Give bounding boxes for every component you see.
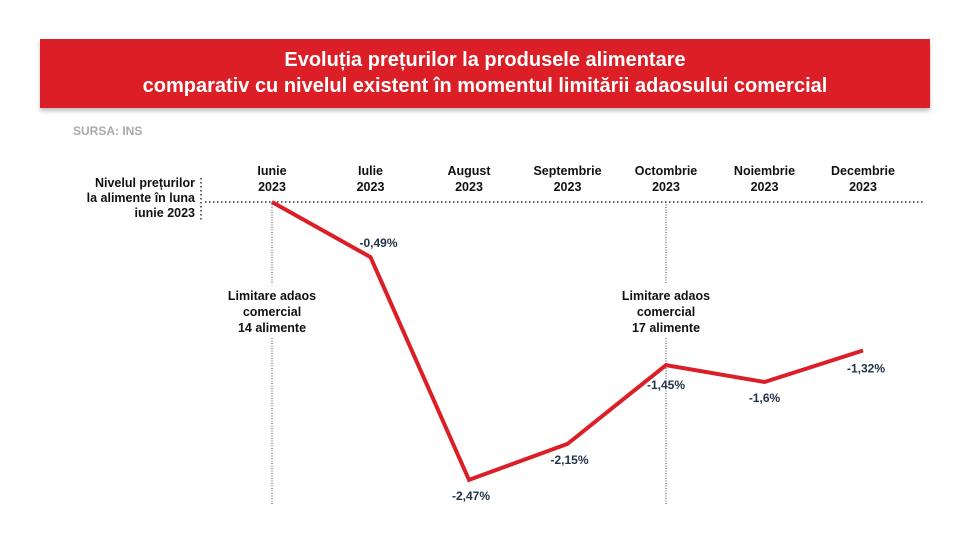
annotation-label: comercial — [243, 305, 301, 319]
x-tick-label: Decembrie — [831, 164, 895, 178]
data-label: -1,6% — [749, 391, 781, 405]
x-tick-label: 2023 — [554, 180, 582, 194]
baseline-label-line: la alimente în luna — [87, 191, 196, 205]
annotation-label: Limitare adaos — [228, 289, 316, 303]
x-tick-label: 2023 — [357, 180, 385, 194]
x-tick-label: Iulie — [358, 164, 383, 178]
chart-title: Evoluția prețurilor la produsele aliment… — [40, 39, 930, 108]
annotation-label: 17 alimente — [632, 321, 700, 335]
annotation-label: comercial — [637, 305, 695, 319]
x-tick-label: Octombrie — [635, 164, 698, 178]
baseline-label-line: Nivelul prețurilor — [95, 176, 195, 190]
x-tick-label: Septembrie — [533, 164, 601, 178]
baseline-label-line: iunie 2023 — [135, 206, 195, 220]
data-label: -2,47% — [452, 489, 490, 503]
x-tick-label: 2023 — [455, 180, 483, 194]
data-label: -1,45% — [647, 378, 685, 392]
chart-title-line-2: comparativ cu nivelul existent în moment… — [142, 75, 828, 97]
x-tick-label: 2023 — [849, 180, 877, 194]
annotation-label: 14 alimente — [238, 321, 306, 335]
x-tick-label: 2023 — [652, 180, 680, 194]
x-tick-label: Iunie — [257, 164, 286, 178]
x-tick-label: August — [447, 164, 491, 178]
data-label: -1,32% — [847, 362, 885, 376]
annotation-label: Limitare adaos — [622, 289, 710, 303]
data-label: -2,15% — [550, 453, 588, 467]
x-tick-label: 2023 — [751, 180, 779, 194]
chart-title-line-1: Evoluția prețurilor la produsele aliment… — [284, 49, 686, 71]
data-label: -0,49% — [359, 236, 397, 250]
x-tick-label: 2023 — [258, 180, 286, 194]
source-label: SURSA: INS — [73, 124, 143, 138]
x-tick-label: Noiembrie — [734, 164, 795, 178]
